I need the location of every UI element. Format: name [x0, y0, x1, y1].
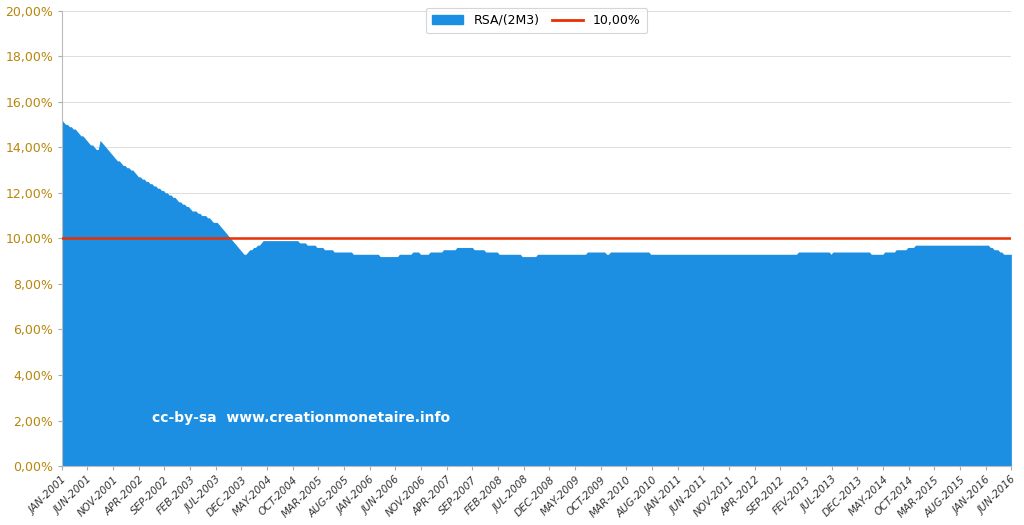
Text: cc-by-sa  www.creationmonetaire.info: cc-by-sa www.creationmonetaire.info	[152, 411, 451, 425]
Legend: RSA/(2M3), 10,00%: RSA/(2M3), 10,00%	[426, 8, 647, 33]
